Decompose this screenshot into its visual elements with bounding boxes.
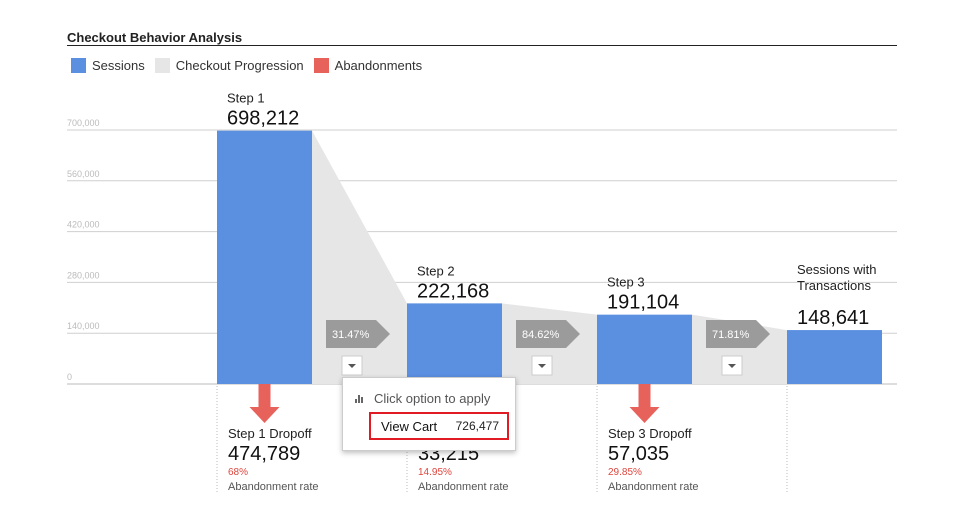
dropoff-value: 57,035	[608, 443, 669, 465]
step-label: Step 1	[227, 91, 265, 106]
conversion-rate-arrow	[706, 320, 770, 348]
legend-label-progression: Checkout Progression	[175, 58, 304, 73]
popup-hint: Click option to apply	[355, 391, 490, 406]
view-cart-value: 726,477	[455, 419, 499, 433]
y-tick-label: 560,000	[67, 169, 100, 179]
sessions-bar	[217, 130, 312, 384]
abandonment-rate-label: Abandonment rate	[228, 481, 319, 493]
legend-label-abandonments: Abandonments	[334, 58, 423, 73]
abandonment-arrow	[249, 384, 280, 423]
legend-swatch-abandonments	[313, 58, 329, 73]
sessions-bar	[787, 330, 882, 384]
conversion-rate: 84.62%	[522, 329, 560, 341]
legend-label-sessions: Sessions	[92, 58, 145, 73]
y-tick-label: 0	[67, 372, 72, 382]
conversion-rate: 71.81%	[712, 329, 750, 341]
y-tick-label: 280,000	[67, 270, 100, 280]
step-label: Transactions	[797, 278, 871, 293]
abandonment-rate-label: Abandonment rate	[608, 481, 699, 493]
conversion-rate-arrow	[516, 320, 580, 348]
chevron-down-icon	[538, 364, 546, 368]
legend-swatch-progression	[154, 58, 170, 73]
popup-hint-text: Click option to apply	[374, 391, 491, 406]
step-value: 222,168	[417, 280, 489, 302]
y-tick-label: 420,000	[67, 220, 100, 230]
abandonment-arrow	[629, 384, 660, 423]
step-label: Sessions with	[797, 262, 876, 277]
sessions-bar	[597, 314, 692, 384]
legend-swatch-sessions	[71, 58, 86, 73]
step-label: Step 2	[417, 263, 455, 278]
segment-popup: Click option to apply View Cart 726,477	[342, 377, 516, 451]
conversion-rate: 31.47%	[332, 329, 370, 341]
legend: Sessions Checkout Progression Abandonmen…	[71, 58, 432, 73]
view-cart-label: View Cart	[381, 418, 438, 434]
y-tick-label: 140,000	[67, 321, 100, 331]
dropoff-label: Step 3 Dropoff	[608, 426, 692, 441]
step-label: Step 3	[607, 275, 645, 290]
step-value: 191,104	[607, 292, 679, 314]
chevron-down-icon	[348, 364, 356, 368]
legend-item-sessions: Sessions	[71, 58, 145, 73]
abandonment-rate: 29.85%	[608, 467, 642, 478]
abandonment-rate: 14.95%	[418, 467, 452, 478]
sessions-bar	[407, 303, 502, 384]
chart-title: Checkout Behavior Analysis	[67, 30, 243, 45]
dropoff-label: Step 1 Dropoff	[228, 426, 312, 441]
legend-item-progression: Checkout Progression	[154, 58, 304, 73]
y-tick-label: 700,000	[67, 118, 100, 128]
abandonment-rate: 68%	[228, 467, 248, 478]
legend-item-abandonments: Abandonments	[313, 58, 423, 73]
conversion-rate-arrow	[326, 320, 390, 348]
step-value: 148,641	[797, 307, 869, 329]
abandonment-rate-label: Abandonment rate	[418, 481, 509, 493]
view-cart-option[interactable]: View Cart 726,477	[369, 412, 509, 440]
step-value: 698,212	[227, 108, 299, 130]
bar-chart-icon	[355, 394, 365, 403]
dropoff-value: 474,789	[228, 443, 300, 465]
chevron-down-icon	[728, 364, 736, 368]
title-divider	[67, 45, 897, 46]
